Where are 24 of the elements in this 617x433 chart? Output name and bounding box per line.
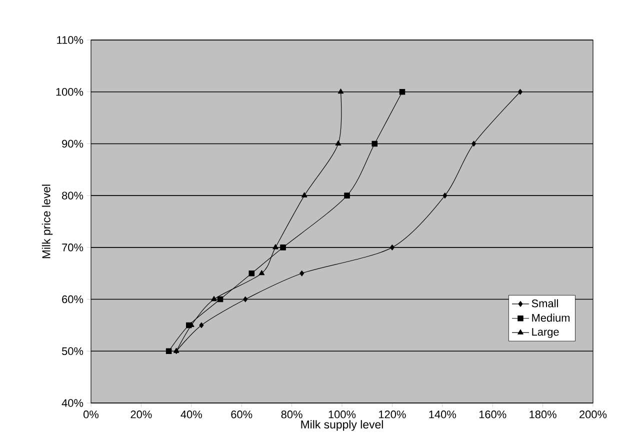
x-tick-label: 60%: [231, 410, 252, 418]
y-tick-label: 90%: [62, 140, 84, 148]
x-tick-label: 0%: [84, 410, 99, 418]
x-axis-title: Milk supply level: [301, 420, 383, 431]
x-tick-label: 80%: [281, 410, 302, 418]
legend-label: Medium: [532, 314, 570, 322]
y-tick-label: 70%: [62, 244, 84, 252]
x-tick-label: 100%: [328, 410, 356, 418]
y-tick-label: 40%: [62, 399, 84, 407]
x-tick-label: 120%: [379, 410, 406, 418]
x-tick-label: 180%: [530, 410, 556, 418]
y-tick-label: 60%: [62, 295, 84, 304]
x-tick-label: 40%: [180, 410, 202, 418]
y-tick-label: 100%: [56, 88, 84, 96]
y-tick-label: 110%: [57, 36, 84, 44]
legend-label: Large: [532, 328, 559, 338]
x-tick-label: 140%: [429, 410, 456, 418]
legend-label: Small: [532, 299, 558, 308]
y-tick-label: 80%: [62, 192, 84, 200]
x-tick-label: 200%: [580, 410, 607, 418]
y-axis-title: Milk price level: [42, 184, 53, 258]
y-tick-label: 50%: [62, 347, 84, 356]
x-tick-label: 160%: [479, 410, 506, 418]
x-tick-label: 20%: [130, 410, 152, 418]
